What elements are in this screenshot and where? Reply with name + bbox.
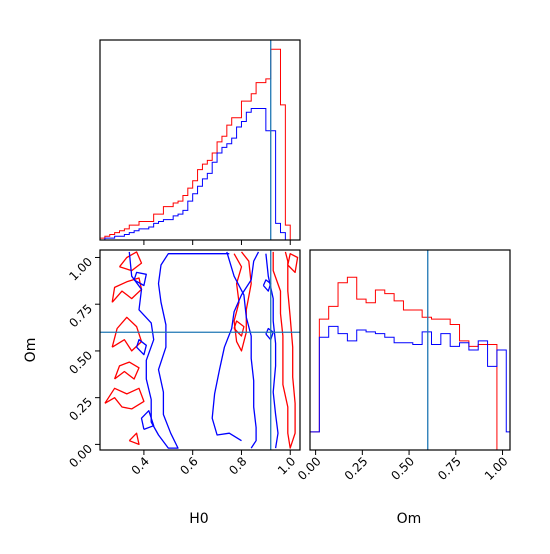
om-histogram-frame [309,249,511,451]
contour-y-tick-label-4: 1.00 [66,255,95,284]
h0-om-contour-blue-contour-4 [133,271,147,287]
h0-histogram-group [100,48,300,240]
h0-om-contour-red-contour-7 [272,251,296,449]
h0-om-contour-red-contour-0 [104,387,145,410]
frames-layer [99,39,511,451]
contour-y-tick-label-1: 0.25 [66,395,95,424]
h0-om-contour-blue-contour-2 [211,251,260,442]
om-hist-x-tick-label-4: 1.00 [482,454,511,483]
h0-om-contour-blue-contour-8 [265,327,274,341]
data-layer [100,48,510,450]
h0-om-contour-red-contour-8 [287,253,299,274]
h0-om-contour-red-contour-5 [128,432,140,446]
h0-om-contour-red-contour-6 [233,251,252,352]
om-hist-x-tick-label-2: 0.50 [388,454,417,483]
x-axis-label-om: Om [397,511,422,527]
h0-om-contour-blue-contour-1 [226,251,257,449]
contour-x-tick-label-0: 0.4 [129,454,152,477]
h0-om-contour-blue-contour-3 [140,410,155,431]
h0-om-contour-red-contour-1 [113,361,140,380]
x-axis-label-h0: H0 [189,511,208,527]
om-hist-x-tick-label-1: 0.25 [342,454,371,483]
truth-layer [100,40,429,450]
ticks-layer: 0.4 0.6 0.8 1.00.000.250.500.751.000.00 0.25… [66,240,511,483]
om-histogram-blue-step [310,325,510,450]
h0-om-contour-red-contour-4 [118,251,143,272]
h0-om-contour-red-contour-9 [233,320,245,337]
h0-om-contour-blue-contour-0 [128,251,230,449]
om-hist-x-tick-label-3: 0.75 [435,454,464,483]
contour-y-tick-label-0: 0.00 [66,442,95,471]
om-histogram-group [310,276,510,450]
h0-om-contour-group [104,251,299,449]
om-hist-x-tick-label-0: 0.00 [295,454,324,483]
h0-om-contour-blue-contour-5 [135,339,147,356]
h0-histogram-red-step [100,48,300,240]
contour-x-tick-label-2: 0.8 [226,454,249,477]
y-axis-label-om: Om [23,338,39,363]
om-histogram-red-step [310,276,510,450]
contour-y-tick-label-3: 0.75 [66,301,95,330]
h0-om-contour-red-contour-2 [111,316,143,352]
h0-om-contour-frame [99,249,301,451]
h0-om-contour-blue-contour-6 [265,253,279,449]
h0-histogram-frame [99,39,301,241]
contour-y-tick-label-2: 0.50 [66,348,95,377]
contour-x-tick-label-1: 0.6 [177,454,200,477]
h0-histogram-blue-step [100,108,300,240]
